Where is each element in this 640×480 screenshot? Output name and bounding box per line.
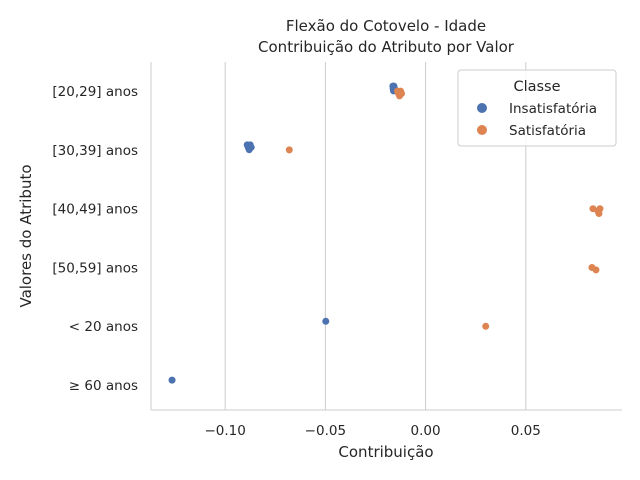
x-tick-label: 0.00	[411, 423, 441, 439]
data-point-satisfatoria	[482, 322, 490, 330]
data-point-satisfatoria	[398, 90, 406, 97]
y-tick-label: ≥ 60 anos	[69, 378, 138, 394]
legend-label: Insatisfatória	[509, 101, 597, 117]
y-axis-label: Valores do Atributo	[17, 164, 35, 307]
legend-title: Classe	[513, 79, 560, 95]
y-tick-label: [40,49] anos	[52, 202, 138, 218]
legend-box	[457, 69, 617, 147]
x-tick-label: 0.05	[511, 423, 541, 439]
x-tick-label: −0.05	[305, 423, 346, 439]
legend-marker	[477, 103, 487, 113]
data-point-insatisfatoria	[322, 317, 330, 325]
x-tick-labels: −0.10 −0.05 0.00 0.05	[204, 423, 540, 439]
chart-title-line-2: Contribuição do Atributo por Valor	[258, 38, 515, 56]
x-axis-label: Contribuição	[338, 443, 433, 461]
data-point-insatisfatoria	[168, 376, 176, 384]
data-point-satisfatoria	[285, 146, 293, 154]
y-tick-labels: [20,29] anos [30,39] anos [40,49] anos [50,…	[52, 84, 138, 394]
y-tick-label: [50,59] anos	[52, 260, 138, 276]
y-tick-label: [30,39] anos	[52, 143, 138, 159]
data-point-satisfatoria	[596, 205, 604, 213]
axes-frame	[150, 62, 622, 411]
data-point-satisfatoria	[592, 266, 600, 274]
legend-label: Satisfatória	[509, 123, 586, 139]
x-tick-label: −0.10	[204, 423, 245, 439]
legend-marker	[477, 125, 487, 135]
points-layer	[168, 82, 604, 384]
y-tick-label: [20,29] anos	[52, 84, 138, 100]
legend-items: Insatisfatória Satisfatória	[477, 101, 597, 139]
y-tick-label: < 20 anos	[69, 319, 138, 335]
chart-title-line-1: Flexão do Cotovelo - Idade	[286, 17, 486, 35]
data-point-insatisfatoria	[247, 143, 255, 151]
legend: Classe Insatisfatória Satisfatória	[457, 69, 617, 147]
